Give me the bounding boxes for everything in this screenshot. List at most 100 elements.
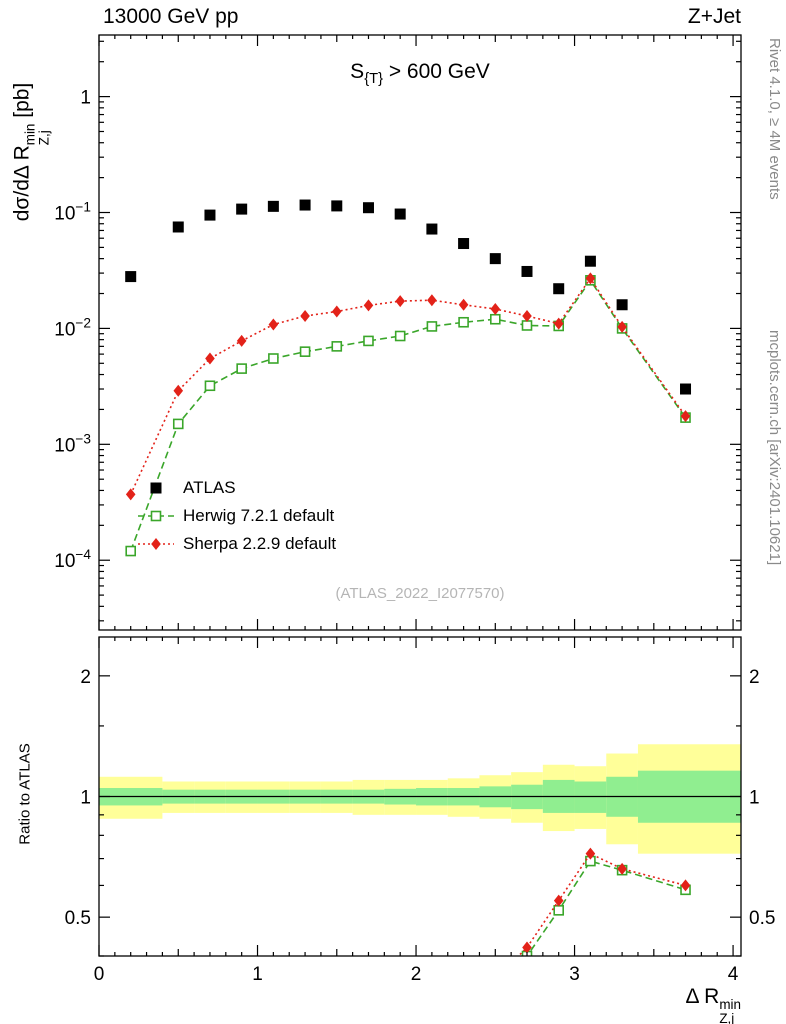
legend-item-atlas: ATLAS	[136, 474, 336, 502]
data-point	[267, 200, 279, 212]
data-point	[395, 295, 405, 308]
x-tick-label: 4	[728, 964, 739, 985]
data-point	[585, 272, 596, 285]
y-tick-label: 10−1	[54, 200, 91, 225]
data-point	[617, 862, 627, 875]
tick-labels: 1 10−1 10−2 10−3 10−4 0.5 0.5 1 1 2 2 0 1 2 3 4	[54, 88, 775, 985]
series-line	[129, 278, 687, 552]
data-point	[331, 305, 342, 318]
ylabel-pre: dσ/dΔ R	[10, 145, 34, 222]
legend: ATLAS Herwig 7.2.1 default Sherpa 2.2.9 …	[136, 474, 336, 558]
rivet-version-label: Rivet 4.1.0, ≥ 4M events	[766, 38, 783, 200]
cut-label-post: > 600 GeV	[382, 60, 490, 83]
data-point	[362, 202, 374, 214]
data-point	[617, 320, 627, 333]
data-point	[172, 418, 184, 430]
data-point	[553, 317, 564, 330]
ratio-y-axis-label: Ratio to ATLAS	[16, 743, 34, 845]
data-point	[236, 363, 247, 374]
ratio-tick-label: 0.5	[65, 908, 91, 929]
data-point	[426, 223, 438, 235]
sherpa-marker-icon	[136, 536, 176, 552]
data-point	[521, 265, 533, 277]
y-tick-label: 10−4	[54, 547, 91, 572]
process-label: Z+Jet	[687, 5, 741, 28]
data-point	[394, 208, 406, 220]
ylabel-sub: Z,j	[36, 130, 52, 146]
x-tick-label: 3	[569, 964, 580, 985]
x-tick-label: 1	[252, 964, 263, 985]
data-point	[204, 380, 216, 392]
xlabel-sup: min	[719, 997, 741, 1013]
data-point	[331, 200, 343, 212]
data-point	[489, 313, 501, 325]
data-point	[205, 352, 215, 365]
cut-label-pre: S	[350, 60, 365, 83]
y-tick-label: 10−3	[54, 431, 91, 456]
data-point	[236, 334, 247, 347]
data-point	[125, 545, 137, 557]
x-tick-label: 2	[411, 964, 422, 985]
data-point	[585, 847, 596, 860]
data-point	[268, 318, 279, 331]
data-point	[553, 905, 565, 916]
cut-label-sub: {T}	[364, 71, 383, 88]
data-point	[331, 341, 343, 352]
beam-energy-label: 13000 GeV pp	[103, 5, 239, 28]
data-point	[363, 335, 374, 347]
data-point	[458, 238, 470, 250]
ratio-tick-label: 0.5	[749, 908, 775, 929]
data-point	[680, 383, 692, 395]
data-point	[172, 221, 184, 233]
ratio-tick-label: 1	[749, 788, 760, 809]
data-point	[458, 316, 469, 328]
legend-label-sherpa: Sherpa 2.2.9 default	[183, 534, 337, 553]
series-line	[517, 852, 686, 956]
data-point	[125, 488, 136, 501]
data-point	[680, 879, 691, 892]
data-point	[490, 973, 500, 985]
data-point	[173, 384, 184, 397]
ylabel-post: [pb]	[10, 82, 34, 124]
data-point	[394, 330, 406, 342]
data-point	[299, 346, 311, 357]
xlabel-sub: Z,j	[719, 1011, 735, 1024]
herwig-marker-icon	[136, 508, 176, 524]
ratio-tick-label: 1	[80, 788, 91, 809]
legend-item-sherpa: Sherpa 2.2.9 default	[136, 530, 336, 558]
data-point	[236, 203, 248, 215]
ratio-tick-label: 2	[749, 667, 760, 688]
data-point	[300, 309, 310, 322]
data-point	[204, 209, 216, 221]
data-point	[584, 255, 596, 267]
data-point	[490, 303, 501, 316]
xlabel-supsub: min Z,j	[719, 997, 741, 1024]
data-point	[427, 294, 437, 307]
legend-item-herwig: Herwig 7.2.1 default	[136, 502, 336, 530]
atlas-marker-icon	[136, 480, 176, 496]
data-point	[491, 1002, 500, 1011]
data-point	[553, 283, 565, 295]
data-point	[521, 320, 533, 331]
green-band	[574, 781, 607, 813]
xlabel-pre: Δ R	[685, 985, 720, 1008]
cut-label: S{T} > 600 GeV	[240, 60, 600, 87]
ratio-series	[490, 847, 691, 1011]
tick-marks	[98, 35, 741, 957]
ylabel-supsub: min Z,j	[22, 123, 52, 146]
data-point	[553, 894, 564, 907]
data-point	[299, 199, 311, 211]
series-line	[526, 860, 686, 956]
data-point	[489, 253, 501, 265]
data-point	[522, 941, 532, 954]
data-point	[680, 410, 691, 423]
data-point	[616, 299, 628, 311]
ratio-tick-label: 2	[80, 667, 91, 688]
data-point	[522, 309, 532, 322]
data-point	[458, 298, 469, 311]
legend-label-atlas: ATLAS	[183, 478, 236, 497]
ylabel-sup: min	[22, 123, 38, 146]
y-tick-label: 10−2	[54, 315, 91, 340]
